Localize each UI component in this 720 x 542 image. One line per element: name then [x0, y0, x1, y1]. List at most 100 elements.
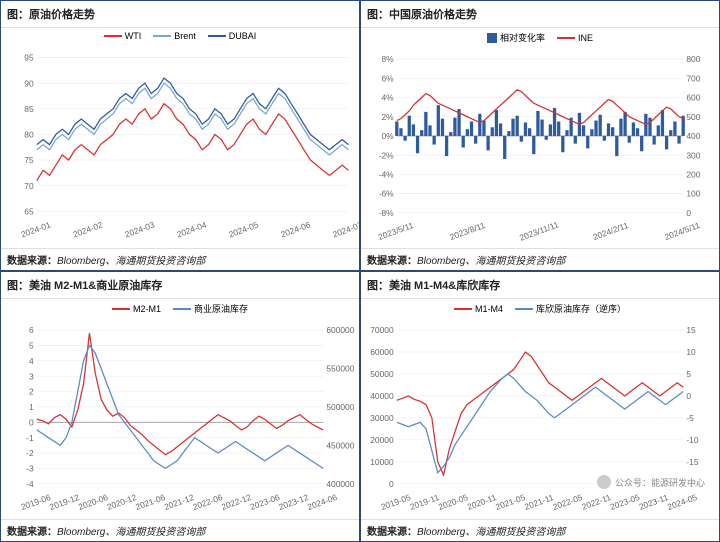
svg-text:70000: 70000: [370, 325, 394, 335]
svg-text:2023/5/11: 2023/5/11: [377, 220, 415, 242]
svg-text:10: 10: [686, 347, 696, 357]
panel-title-bar: 图：中国原油价格走势: [361, 1, 719, 28]
svg-text:400: 400: [686, 131, 700, 141]
svg-text:4: 4: [29, 356, 34, 366]
svg-text:2024-05: 2024-05: [666, 492, 699, 512]
svg-text:85: 85: [24, 104, 34, 114]
legend: WTI Brent DUBAI: [1, 28, 359, 44]
source-label: 数据来源：: [367, 527, 417, 538]
svg-text:2024/2/11: 2024/2/11: [592, 220, 630, 242]
legend-swatch-line: [104, 35, 122, 37]
legend-swatch-line: [173, 308, 191, 310]
svg-text:700: 700: [686, 73, 700, 83]
svg-text:-2%: -2%: [379, 150, 394, 160]
legend-item: INE: [557, 31, 593, 44]
svg-text:2024-06: 2024-06: [306, 492, 339, 512]
legend-label: INE: [578, 33, 593, 43]
legend-label: Brent: [174, 31, 196, 41]
svg-text:-8%: -8%: [379, 208, 394, 218]
chart-panel-3: 图：美油 M1-M4&库欣库存M1-M4库欣原油库存（逆序）0100002000…: [360, 271, 720, 542]
svg-text:500000: 500000: [326, 402, 354, 412]
source-footer: 数据来源：Bloomberg、海通期货投资咨询部: [361, 519, 719, 541]
svg-text:6: 6: [29, 325, 34, 335]
chart-area: -4-3-2-101234564000004500005000005500006…: [1, 318, 359, 519]
svg-text:-15: -15: [686, 457, 698, 467]
source-label: 数据来源：: [367, 256, 417, 267]
svg-text:200: 200: [686, 170, 700, 180]
source-value: Bloomberg、海通期货投资咨询部: [417, 527, 565, 538]
svg-text:2024-02: 2024-02: [72, 219, 105, 239]
legend-label: DUBAI: [229, 31, 257, 41]
svg-text:450000: 450000: [326, 441, 354, 451]
svg-text:2023/11/11: 2023/11/11: [518, 219, 560, 242]
svg-text:3: 3: [29, 371, 34, 381]
svg-text:800: 800: [686, 54, 700, 64]
svg-text:-4%: -4%: [379, 170, 394, 180]
svg-text:90: 90: [24, 78, 34, 88]
source-footer: 数据来源：Bloomberg、海通期货投资咨询部: [1, 248, 359, 270]
source-value: Bloomberg、海通期货投资咨询部: [57, 256, 205, 267]
chart-area: 657075808590952024-012024-022024-032024-…: [1, 44, 359, 248]
source-label: 数据来源：: [7, 256, 57, 267]
svg-text:4%: 4%: [381, 93, 394, 103]
legend-label: WTI: [125, 31, 142, 41]
svg-text:-6%: -6%: [379, 189, 394, 199]
svg-text:600: 600: [686, 93, 700, 103]
svg-text:50000: 50000: [370, 369, 394, 379]
legend-label: M1-M4: [475, 304, 503, 314]
svg-text:2024-01: 2024-01: [20, 219, 53, 239]
chart-svg: -4-3-2-101234564000004500005000005500006…: [1, 318, 359, 519]
panel-title-bar: 图：美油 M2-M1&商业原油库存: [1, 272, 359, 299]
legend-item: 相对变化率: [487, 31, 545, 44]
legend-swatch-bar: [487, 33, 497, 43]
watermark: 公众号：能源研发中心: [593, 473, 709, 491]
legend: M2-M1 商业原油库存: [1, 299, 359, 318]
legend-label: M2-M1: [133, 304, 161, 314]
panel-title: 图：原油价格走势: [7, 9, 95, 21]
source-label: 数据来源：: [7, 527, 57, 538]
panel-title: 图：美油 M2-M1&商业原油库存: [7, 280, 162, 292]
legend-item: 商业原油库存: [173, 302, 248, 315]
svg-text:5: 5: [29, 341, 34, 351]
svg-text:2%: 2%: [381, 112, 394, 122]
svg-text:20000: 20000: [370, 435, 394, 445]
legend-item: DUBAI: [208, 31, 257, 41]
svg-text:0%: 0%: [381, 131, 394, 141]
legend-swatch-line: [557, 37, 575, 39]
qr-icon: [597, 475, 611, 489]
svg-text:600000: 600000: [326, 325, 354, 335]
legend-label: 库欣原油库存（逆序）: [536, 302, 626, 315]
svg-text:80: 80: [24, 130, 34, 140]
svg-text:60000: 60000: [370, 347, 394, 357]
panel-title-bar: 图：原油价格走势: [1, 1, 359, 28]
svg-text:8%: 8%: [381, 54, 394, 64]
svg-text:300: 300: [686, 150, 700, 160]
svg-text:5: 5: [686, 369, 691, 379]
chart-panel-1: 图：中国原油价格走势相对变化率 INE -8% -6% -4% -2% 0% 2% 4% 6% 8%…: [360, 0, 720, 271]
source-footer: 数据来源：Bloomberg、海通期货投资咨询部: [1, 519, 359, 541]
legend-label: 相对变化率: [500, 31, 545, 44]
svg-text:40000: 40000: [370, 391, 394, 401]
svg-text:400000: 400000: [326, 479, 354, 489]
panel-title-bar: 图：美油 M1-M4&库欣库存: [361, 272, 719, 299]
svg-text:2024-07: 2024-07: [331, 219, 359, 239]
svg-text:1: 1: [29, 402, 34, 412]
svg-text:65: 65: [24, 206, 34, 216]
svg-text:70: 70: [24, 181, 34, 191]
source-value: Bloomberg、海通期货投资咨询部: [57, 527, 205, 538]
svg-text:0: 0: [686, 208, 691, 218]
legend: M1-M4 库欣原油库存（逆序）: [361, 299, 719, 318]
legend-swatch-line: [208, 35, 226, 37]
svg-text:-4: -4: [26, 479, 34, 489]
legend: 相对变化率 INE: [361, 28, 719, 47]
watermark-text: 公众号：能源研发中心: [615, 476, 705, 489]
svg-text:-10: -10: [686, 435, 698, 445]
svg-text:30000: 30000: [370, 413, 394, 423]
svg-text:-3: -3: [26, 464, 34, 474]
svg-text:2024/5/11: 2024/5/11: [663, 220, 701, 242]
svg-text:2024-03: 2024-03: [123, 219, 156, 239]
legend-label: 商业原油库存: [194, 302, 248, 315]
chart-area: 010000200003000040000500006000070000-20-…: [361, 318, 719, 519]
svg-text:2: 2: [29, 387, 34, 397]
svg-text:6%: 6%: [381, 73, 394, 83]
